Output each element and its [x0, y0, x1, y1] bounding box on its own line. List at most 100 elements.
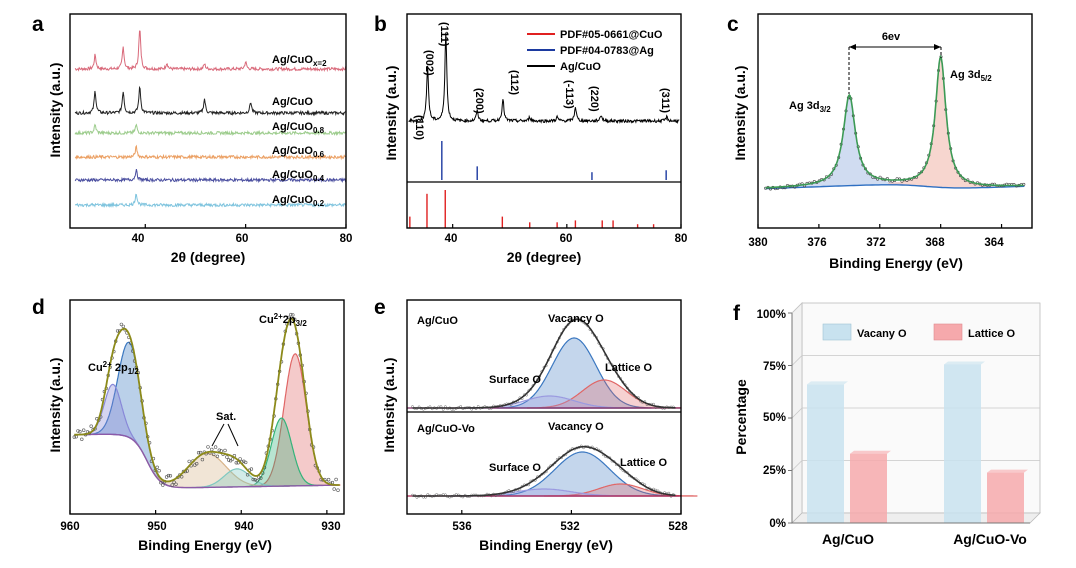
- data-point: [225, 455, 229, 459]
- legend-label: Vacany O: [857, 328, 907, 340]
- data-point: [336, 488, 340, 492]
- data-point: [89, 424, 93, 428]
- data-point: [155, 465, 159, 469]
- panel-c-tick: 380: [748, 237, 767, 249]
- panel-letter-a: a: [32, 13, 44, 36]
- panel-letter-c: c: [727, 13, 739, 36]
- legend-label: PDF#05-0661@CuO: [560, 29, 663, 41]
- data-point: [249, 467, 254, 471]
- data-point: [76, 429, 80, 433]
- panel-letter-e: e: [374, 296, 386, 319]
- comp-label: Vacancy O: [548, 313, 604, 325]
- panel-c-ylabel: Intensity (a.u.): [732, 66, 748, 161]
- panel-f-ytick: 100%: [757, 309, 786, 321]
- series-label: Ag/CuO0.2: [272, 194, 325, 208]
- xrd-pattern-line: [408, 32, 680, 125]
- data-point: [212, 452, 216, 457]
- data-point: [334, 477, 338, 482]
- peak-label: (112): [508, 70, 520, 95]
- panel-f-ytick: 50%: [763, 412, 786, 424]
- xrd-series-line: [74, 85, 347, 117]
- comp-label: Lattice O: [605, 362, 653, 374]
- xrd-series-line: [74, 193, 347, 209]
- data-point: [196, 451, 201, 455]
- data-point: [168, 474, 173, 478]
- panel-e-tick: 536: [452, 521, 471, 533]
- data-point: [74, 435, 78, 439]
- data-point: [244, 460, 248, 465]
- panel-e-frame: [406, 299, 682, 515]
- panel-e-plot: [407, 317, 698, 514]
- data-point: [287, 315, 291, 320]
- panel-c-tick: 376: [807, 237, 826, 249]
- xrd-series-line: [74, 168, 347, 184]
- data-point: [80, 437, 84, 441]
- legend-swatch-lattice: [933, 323, 963, 341]
- data-point: [174, 482, 178, 486]
- data-point: [210, 447, 214, 452]
- data-point: [180, 475, 184, 479]
- panel-a-xlabel: 2θ (degree): [171, 249, 245, 265]
- panel-b: b Intensity (a.u.) 2θ (degree) 40 60 80 …: [374, 13, 687, 265]
- legend-label: PDF#04-0783@Ag: [560, 45, 654, 57]
- bar: [850, 453, 887, 523]
- label-sat: Sat.: [216, 411, 236, 423]
- data-point: [259, 476, 263, 480]
- series-label: Ag/CuO0.6: [272, 145, 325, 159]
- peak-label: (-113): [563, 80, 575, 109]
- data-point: [161, 483, 165, 487]
- xrd-series-line: [74, 144, 347, 161]
- panel-b-tick: 40: [445, 233, 458, 245]
- spectrum-name: Ag/CuO: [417, 315, 458, 327]
- panel-d-frame: [69, 299, 345, 515]
- fit-line: [765, 54, 1024, 189]
- xrd-series-line: [74, 123, 347, 137]
- data-point: [119, 322, 124, 327]
- peak-label: (200): [473, 88, 485, 114]
- data-point: [289, 312, 293, 317]
- data-point: [157, 469, 161, 473]
- panel-letter-b: b: [374, 13, 387, 36]
- panel-c-tick: 368: [925, 237, 945, 249]
- envelope-line: [412, 318, 676, 409]
- panel-b-ylabel: Intensity (a.u.): [383, 66, 399, 161]
- bar: [987, 472, 1024, 523]
- data-point: [238, 457, 242, 461]
- series-label: Ag/CuO0.8: [272, 121, 325, 135]
- panel-d-ylabel: Intensity (a.u.): [47, 358, 63, 453]
- grid-line: [791, 355, 1040, 366]
- panel-letter-d: d: [32, 296, 45, 319]
- comp-label: Surface O: [489, 374, 541, 386]
- bar-top: [987, 469, 1028, 473]
- data-point: [1022, 182, 1026, 186]
- panel-b-plot: [408, 32, 682, 228]
- data-point: [198, 450, 203, 455]
- data-point: [81, 428, 86, 432]
- data-point: [223, 448, 227, 453]
- peak-label-3d32: Ag 3d3/2: [789, 100, 831, 114]
- panel-b-xlabel: 2θ (degree): [507, 249, 581, 265]
- panel-d-tick: 960: [60, 521, 79, 533]
- data-point: [215, 454, 220, 458]
- panel-d-tick: 940: [234, 521, 253, 533]
- panel-f-category: Ag/CuO: [822, 531, 874, 547]
- label-cu-2p32: Cu2+2p3/2: [259, 312, 307, 328]
- data-point: [159, 481, 163, 485]
- background-line: [765, 184, 1025, 190]
- panel-f-ytick: 0%: [769, 518, 786, 530]
- panel-d-plot: [69, 312, 341, 514]
- panel-a-tick: 80: [340, 233, 353, 245]
- data-point: [213, 445, 218, 449]
- panel-a-tick: 60: [236, 233, 249, 245]
- panel-d-tick: 950: [147, 521, 166, 533]
- panel-c-xlabel: Binding Energy (eV): [829, 255, 963, 271]
- arrow-head-left: [849, 44, 856, 50]
- spacing-label: 6ev: [882, 31, 901, 43]
- peak-label-3d52: Ag 3d5/2: [950, 69, 992, 83]
- panel-e: e Intensity (a.u.) Binding Energy (eV) 5…: [374, 296, 698, 553]
- peak-label: (311): [659, 88, 671, 113]
- series-label: Ag/CuO0.4: [272, 169, 325, 183]
- bar-top: [807, 381, 848, 385]
- panel-c-tick: 372: [866, 237, 885, 249]
